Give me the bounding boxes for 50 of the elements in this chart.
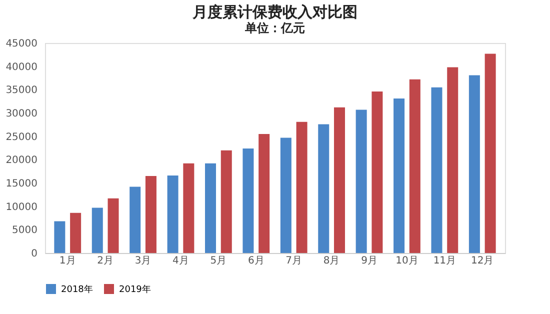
bar	[220, 150, 232, 253]
y-tick-label: 20000	[6, 155, 38, 166]
chart-title: 月度累计保费收入对比图	[192, 3, 358, 21]
x-tick-label: 6月	[248, 256, 264, 266]
bar	[356, 110, 367, 253]
bar	[484, 54, 496, 253]
x-tick-label: 1月	[59, 256, 76, 266]
x-tick-label: 5月	[210, 256, 227, 266]
bar	[130, 186, 141, 253]
x-tick-label: 9月	[361, 256, 378, 266]
y-tick-label: 45000	[6, 38, 38, 50]
bar	[409, 79, 420, 253]
x-tick-label: 11月	[433, 256, 456, 266]
y-tick-label: 40000	[6, 62, 38, 73]
bar	[145, 176, 156, 253]
x-tick-label: 8月	[323, 256, 340, 266]
bar	[468, 75, 480, 253]
bar	[242, 148, 254, 253]
x-tick-label: 2月	[97, 256, 114, 266]
y-tick-label: 30000	[6, 108, 38, 120]
legend-label: 2019年	[119, 284, 151, 295]
bar	[296, 122, 308, 253]
x-tick-label: 4月	[172, 256, 189, 266]
bar	[280, 138, 292, 253]
legend-label: 2018年	[61, 284, 93, 295]
x-tick-label: 3月	[134, 256, 152, 266]
bar	[372, 92, 383, 253]
x-tick-label: 7月	[286, 256, 302, 266]
y-tick-label: 5000	[12, 225, 38, 236]
x-tick-label: 10月	[396, 256, 418, 266]
chart-subtitle: 单位：亿元	[244, 21, 305, 35]
bar	[258, 134, 270, 253]
bar	[108, 198, 119, 253]
x-tick-label: 12月	[471, 256, 494, 266]
bar	[167, 176, 178, 253]
bar	[92, 208, 103, 253]
y-tick-label: 25000	[6, 132, 38, 143]
y-tick-label: 35000	[6, 85, 38, 96]
y-tick-label: 10000	[6, 202, 38, 213]
bar	[318, 124, 330, 253]
bar	[70, 212, 82, 253]
bar	[431, 87, 442, 253]
bar	[183, 163, 194, 253]
bar	[394, 98, 405, 253]
y-tick-label: 0	[31, 248, 38, 260]
y-tick-label: 15000	[6, 178, 38, 190]
bar	[334, 107, 345, 253]
bar	[205, 163, 216, 253]
bar	[54, 221, 66, 253]
bar	[447, 67, 458, 253]
